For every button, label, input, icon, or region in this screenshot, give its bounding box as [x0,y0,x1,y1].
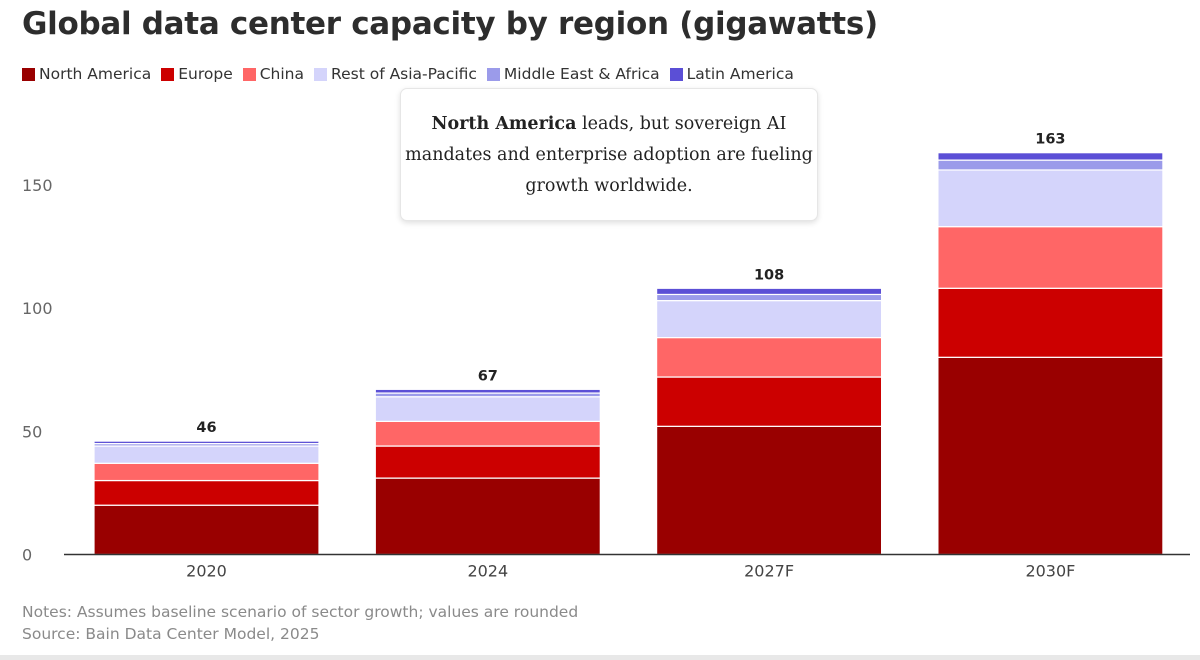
y-tick-label: 150 [22,176,53,195]
stacked-bar-chart: 0 50 100 150 46 2020 67 2024 108 2027F 163 2030F [22,132,1190,581]
legend-label-rest-of-asia-pacific: Rest of Asia-Pacific [331,65,477,83]
legend-swatch-rest-of-asia-pacific [314,67,328,81]
legend-label-latin-america: Latin America [686,65,794,83]
notes-line: Notes: Assumes baseline scenario of sect… [22,603,579,621]
bar-segment-north-america [937,356,1164,556]
callout-bold-text: North America [431,114,577,134]
bar-segment-rest-of-asia-pacific [937,169,1164,228]
bar-segment-europe [93,479,320,506]
bar-segment-rest-of-asia-pacific [655,300,883,339]
bar-segment-north-america [374,477,601,556]
legend-swatch-china [242,67,256,81]
legend-item-north-america: North America [22,65,151,83]
bar-segment-china [93,462,320,482]
legend-label-europe: Europe [178,65,233,83]
x-tick-label: 2020 [186,562,227,581]
legend: North America Europe China Rest of Asia-… [22,65,804,83]
legend-item-europe: Europe [161,65,233,83]
y-tick-label: 0 [22,546,32,565]
bar-segment-rest-of-asia-pacific [93,445,320,464]
y-tick-label: 50 [22,422,42,441]
legend-item-latin-america: Latin America [669,65,794,83]
bar-segment-europe [374,445,601,479]
legend-item-rest-of-asia-pacific: Rest of Asia-Pacific [314,65,477,83]
bar-segment-europe [655,376,883,427]
callout-text: leads, but sovereign AI mandates and ent… [405,114,813,196]
legend-label-north-america: North America [39,65,152,83]
bar-segment-europe [937,287,1164,358]
bar-total-label: 46 [196,420,216,436]
x-tick-label: 2027F [744,562,794,581]
bar-total-label: 163 [1035,132,1065,148]
bar-segment-latin-america [655,287,883,296]
y-tick-label: 100 [22,299,53,318]
bar-segment-china [937,226,1164,289]
legend-label-middle-east-africa: Middle East & Africa [503,65,660,83]
bar-segment-north-america [655,425,883,556]
chart-title: Global data center capacity by region (g… [22,6,878,42]
legend-swatch-north-america [22,67,35,81]
bar-segment-middle-east-africa [937,159,1164,171]
bar-segment-north-america [93,504,320,556]
legend-swatch-middle-east-africa [486,67,500,81]
bar-total-label: 108 [754,267,784,283]
x-tick-label: 2030F [1025,562,1075,581]
annotation-callout: North America leads, but sovereign AI ma… [400,88,818,221]
source-line: Source: Bain Data Center Model, 2025 [22,625,320,643]
bar-segment-rest-of-asia-pacific [374,396,601,422]
legend-label-china: China [259,65,305,83]
chart-notes: Notes: Assumes baseline scenario of sect… [22,601,578,645]
bar-segment-china [374,420,601,447]
legend-swatch-europe [161,67,175,81]
bottom-scrollbar-track [0,655,1200,660]
bar-segment-middle-east-africa [655,293,883,302]
bar-segment-latin-america [374,388,601,394]
legend-item-china: China [242,65,305,83]
legend-item-middle-east-africa: Middle East & Africa [486,65,660,83]
bar-total-label: 67 [478,368,498,384]
bar-segment-china [655,336,883,378]
x-tick-label: 2024 [467,562,508,581]
bar-segment-latin-america [937,152,1164,161]
bar-segment-latin-america [93,440,320,445]
legend-swatch-latin-america [669,67,683,81]
